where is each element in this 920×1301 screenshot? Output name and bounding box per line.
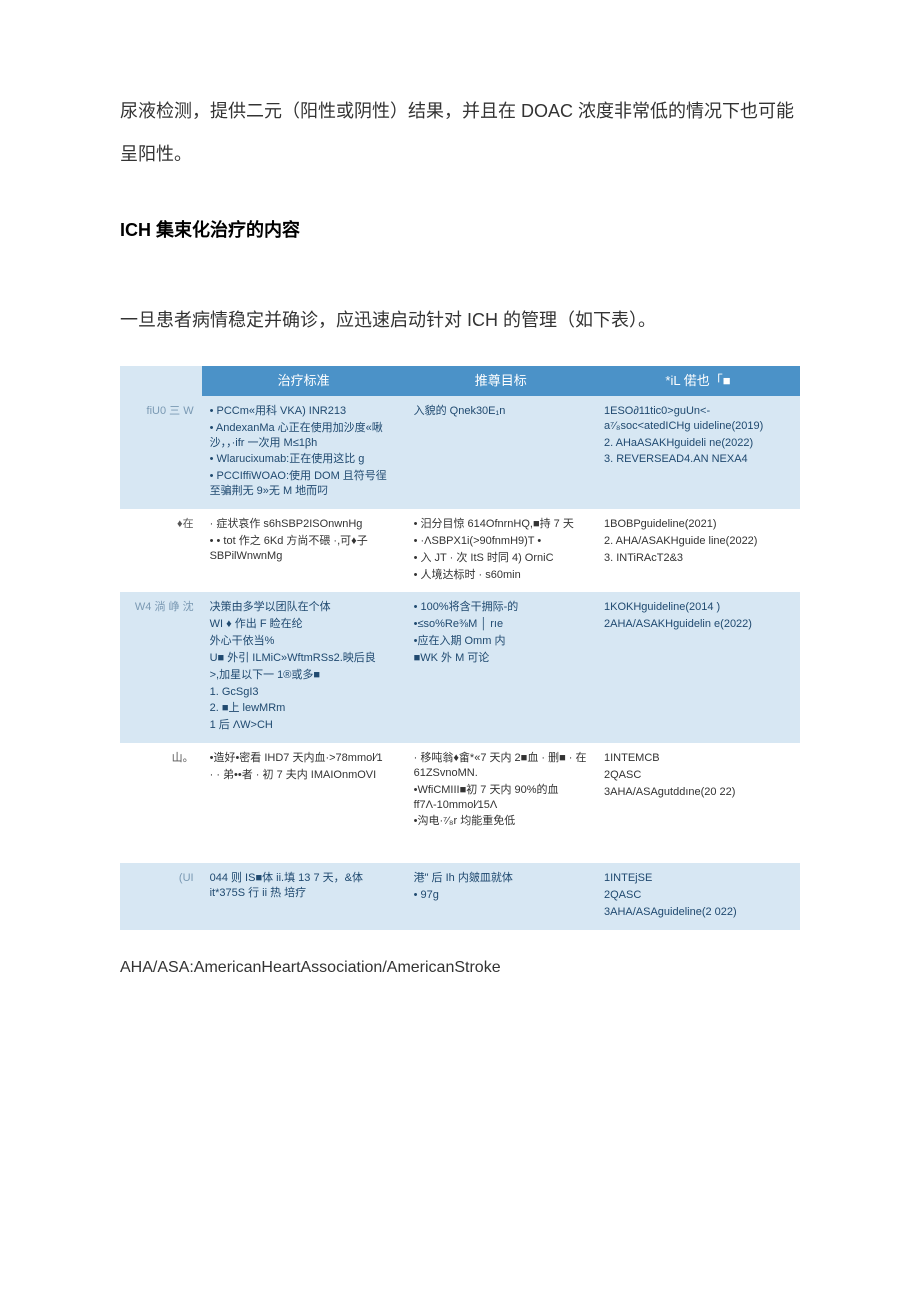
table-cell-line: 2. AHaASAKHguideli ne(2022) (604, 436, 792, 451)
table-cell-line: 外心干依当% (210, 634, 398, 649)
table-cell: · 移吨翁♦畲*«7 天内 2■血 · 删■ · 在 61ZSvnoMN.•Wf… (406, 743, 596, 839)
table-header-cell: 治疗标准 (202, 366, 406, 396)
table-header-row: 治疗标准 推尊目标 *iL 偌也「■ (120, 366, 800, 396)
table-cell-line: • PCCm«用科 VKA) INR213 (210, 404, 398, 419)
treatment-table: 治疗标准 推尊目标 *iL 偌也「■ fiU0 三 W• PCCm«用科 VKA… (120, 366, 800, 929)
table-cell-line: • 人境达标时 · s60min (414, 568, 588, 583)
table-row-label: 山。 (120, 743, 202, 839)
table-cell: 1INTEMCB 2QASC 3AHA/ASAgutddıne(20 22) (596, 743, 800, 839)
table-cell: 044 则 IS■体 ii.填 13 7 天，&体 it*375S 行 ii 热… (202, 863, 406, 930)
table-cell-line: 1ESO∂11tic0>guUn<- a⁷⁄₈soc<atedICHg uide… (604, 404, 792, 434)
table-cell-line: •WfiCMIII■初 7 天内 90%的血 ff7Λ-10mmol∕15Λ (414, 783, 588, 813)
table-cell-line: 044 则 IS■体 ii.填 13 7 天，&体 it*375S 行 ii 热… (210, 871, 398, 901)
table-cell-line: 1INTEjSE (604, 871, 792, 886)
table-header-cell (120, 366, 202, 396)
table-row: ♦在 · 症状哀作 s6hSBP2ISOnwnHg • • tot 作之 6Kd 方… (120, 509, 800, 592)
table-spacer-row (120, 839, 800, 863)
section-heading: ICH 集束化治疗的内容 (120, 216, 800, 242)
table-cell: 1INTEjSE 2QASC 3AHA/ASAguideline(2 022) (596, 863, 800, 930)
table-cell-line: · 移吨翁♦畲*«7 天内 2■血 · 删■ · 在 61ZSvnoMN. (414, 751, 588, 781)
table-cell-line: 2. ■上 lewMRm (210, 701, 398, 716)
table-cell: 1BOBPguideline(2021) 2. AHA/ASAKHguide li… (596, 509, 800, 592)
table-cell-line: •造好•密看 IHD7 天内血·>78mmol∕1 (210, 751, 398, 766)
table-row-label: (UI (120, 863, 202, 930)
table-cell-line: >,加星以下一 1®或多■ (210, 668, 398, 683)
table-cell-line: 港" 后 Ih 内皴皿就体 (414, 871, 588, 886)
table-cell-line: WI ♦ 作出 F 睑在纶 (210, 617, 398, 632)
table-cell: · 症状哀作 s6hSBP2ISOnwnHg • • tot 作之 6Kd 方尚不… (202, 509, 406, 592)
table-cell-line: •≤so%Re⅜M │ rıe (414, 617, 588, 632)
table-cell-line: 1KOKHguideline(2014 ) (604, 600, 792, 615)
table-cell-line: • • tot 作之 6Kd 方尚不碨 ·,可♦子 SBPilWnwnMg (210, 534, 398, 564)
table-cell-line: 1. GcSgI3 (210, 685, 398, 700)
table-cell-line: 决策由多学以团队在个体 (210, 600, 398, 615)
table-cell: 1KOKHguideline(2014 ) 2AHA/ASAKHguidelin … (596, 592, 800, 743)
table-cell-line: · · 弟••者 · 初 7 夫内 IMAIOnmOVI (210, 768, 398, 783)
table-cell-line: 入貌的 Qnek30E₁n (414, 404, 588, 419)
table-cell-line: 3AHA/ASAguideline(2 022) (604, 905, 792, 920)
table-cell: 港" 后 Ih 内皴皿就体 • 97g (406, 863, 596, 930)
table-cell-line: 1 后 ΛW>CH (210, 718, 398, 733)
lead-paragraph: 一旦患者病情稳定并确诊，应迅速启动针对 ICH 的管理（如下表）。 (120, 302, 800, 338)
table-cell-line: 2QASC (604, 768, 792, 783)
intro-paragraph: 尿液检测，提供二元（阳性或阴性）结果，并且在 DOAC 浓度非常低的情况下也可能… (120, 90, 800, 176)
table-cell: 入貌的 Qnek30E₁n (406, 396, 596, 509)
table-row-label: ♦在 (120, 509, 202, 592)
table-cell-line: • 97g (414, 888, 588, 903)
table-cell-line: 1INTEMCB (604, 751, 792, 766)
table-cell-line: 3AHA/ASAgutddıne(20 22) (604, 785, 792, 800)
table-cell-line: 1BOBPguideline(2021) (604, 517, 792, 532)
table-cell-line: • PCCIffiWOAO:使用 DOM 且符号徎至骗荆无 9»无 M 地而叼 (210, 469, 398, 499)
footnote-text: AHA/ASA:AmericanHeartAssociation/America… (120, 954, 800, 983)
table-cell-line: • AndexanMa 心正在使用加沙度«啾沙，，·ifr 一次用 M≤1βh (210, 421, 398, 451)
table-cell-line: U■ 外引 ILMiC»WftmRSs2.映后良 (210, 651, 398, 666)
table-cell: • 100%将含干拥际-的 •≤so%Re⅜M │ rıe •应在入期 Omm 内… (406, 592, 596, 743)
table-cell-line: 2QASC (604, 888, 792, 903)
table-cell-line: • ·ΛSBPX1i(>90fnmH9)T • (414, 534, 588, 549)
table-cell-line: •应在入期 Omm 内 (414, 634, 588, 649)
table-cell: 1ESO∂11tic0>guUn<- a⁷⁄₈soc<atedICHg uide… (596, 396, 800, 509)
table-cell-line: • Wlarucixumab:正在使用这比 g (210, 452, 398, 467)
table-cell-line: • 汨分目惊 614OfnrnHQ,■持 7 天 (414, 517, 588, 532)
table-row-label: W4 淌 峥 沈 (120, 592, 202, 743)
table-header-cell: 推尊目标 (406, 366, 596, 396)
table-row-label: fiU0 三 W (120, 396, 202, 509)
table-cell-line: 3. REVERSEAD4.AN NEXA4 (604, 452, 792, 467)
table-cell-line: •沟电·⁷⁄₈r 均能重免低 (414, 814, 588, 829)
table-header-cell: *iL 偌也「■ (596, 366, 800, 396)
table-cell-line: 3. INTiRAcT2&3 (604, 551, 792, 566)
table-cell: •造好•密看 IHD7 天内血·>78mmol∕1 · · 弟••者 · 初 7 … (202, 743, 406, 839)
table-cell: 决策由多学以团队在个体 WI ♦ 作出 F 睑在纶外心干依当% U■ 外引 ILMi… (202, 592, 406, 743)
table-cell-line: 2. AHA/ASAKHguide line(2022) (604, 534, 792, 549)
table-row: W4 淌 峥 沈决策由多学以团队在个体 WI ♦ 作出 F 睑在纶外心干依当% U■… (120, 592, 800, 743)
table-cell-line: • 100%将含干拥际-的 (414, 600, 588, 615)
table-cell: • PCCm«用科 VKA) INR213 • AndexanMa 心正在使用加沙… (202, 396, 406, 509)
table-row: 山。 •造好•密看 IHD7 天内血·>78mmol∕1 · · 弟••者 · 初 … (120, 743, 800, 839)
table-row: (UI 044 则 IS■体 ii.填 13 7 天，&体 it*375S 行 i… (120, 863, 800, 930)
table-cell: • 汨分目惊 614OfnrnHQ,■持 7 天 • ·ΛSBPX1i(>90fn… (406, 509, 596, 592)
table-cell-line: ■WK 外 M 可论 (414, 651, 588, 666)
table-cell-line: • 入 JT · 次 ItS 时同 4) OrniC (414, 551, 588, 566)
table-row: fiU0 三 W • PCCm«用科 VKA) INR213 • AndexanMa… (120, 396, 800, 509)
table-cell-line: 2AHA/ASAKHguidelin e(2022) (604, 617, 792, 632)
table-cell-line: · 症状哀作 s6hSBP2ISOnwnHg (210, 517, 398, 532)
